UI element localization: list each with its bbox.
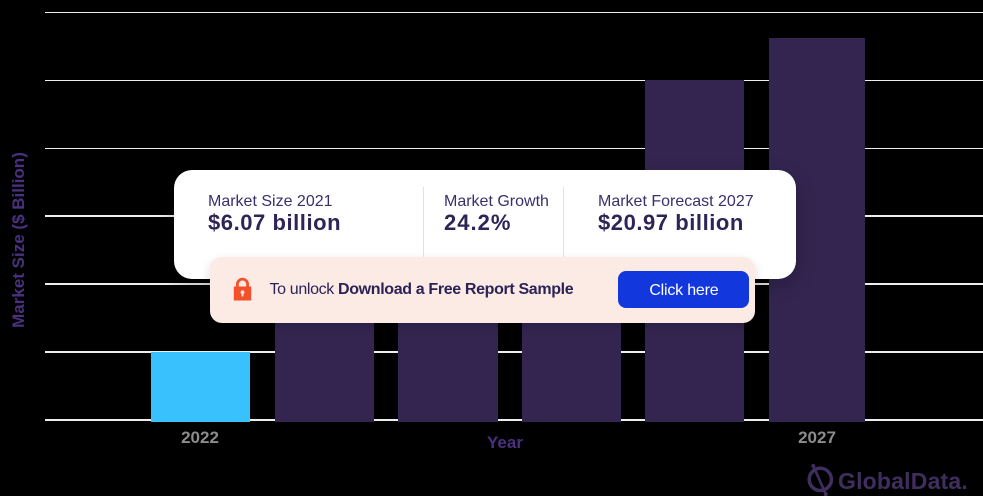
svg-text:GlobalData.: GlobalData. [838, 468, 968, 494]
